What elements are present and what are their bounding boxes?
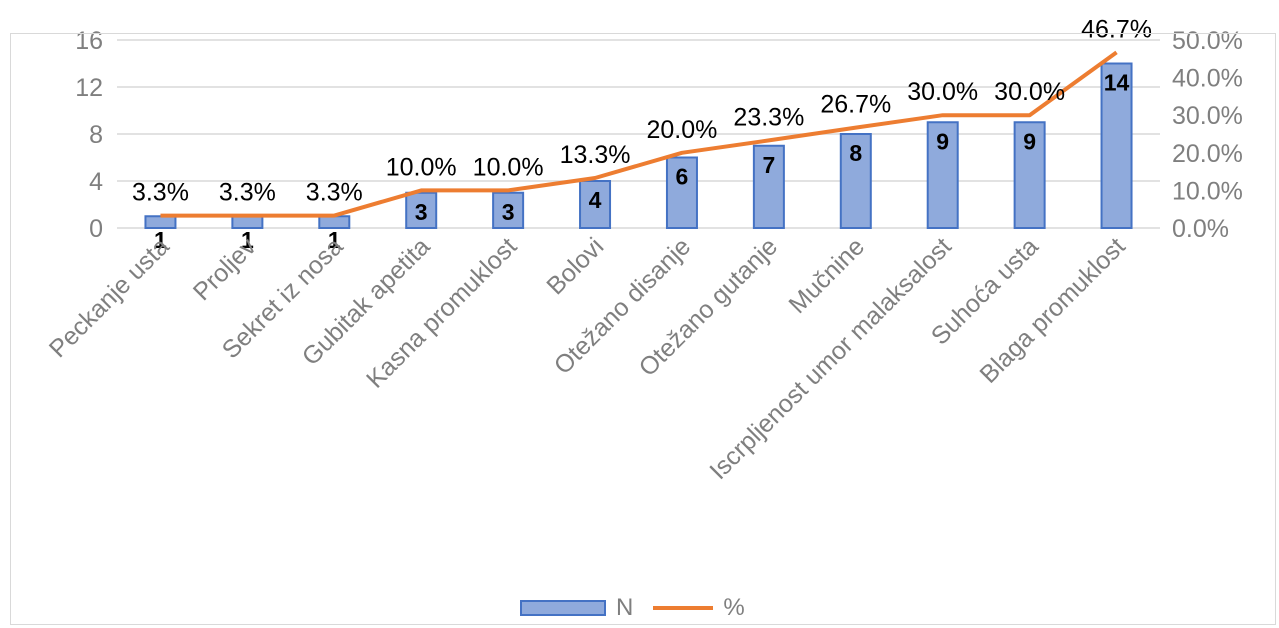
y-tick-right: 40.0% [1172,65,1243,93]
percent-label: 3.3% [132,179,189,207]
percent-label: 13.3% [560,141,631,169]
bar [926,121,959,229]
legend-label-percent: % [723,594,745,621]
bar [1013,121,1046,229]
percent-label: 3.3% [219,179,276,207]
y-tick-right: 50.0% [1172,27,1243,55]
bar [1100,62,1133,229]
percent-label: 10.0% [386,153,457,181]
percent-label: 46.7% [1081,15,1152,43]
y-tick-left: 12 [75,74,103,102]
bar [752,144,785,229]
percent-label: 30.0% [994,78,1065,106]
bar-value-label: 14 [1104,70,1130,96]
percent-label: 30.0% [907,78,978,106]
percent-label: 23.3% [733,103,804,131]
legend-label-n: N [616,594,634,621]
legend: N % [520,593,765,623]
bar [405,191,438,229]
bar [492,191,525,229]
y-tick-left: 8 [89,121,103,149]
bar [665,156,698,229]
legend-item-percent: % [653,594,745,622]
legend-swatch-bar [520,600,606,616]
bar-value-label: 9 [1023,128,1036,154]
bar-value-label: 4 [589,187,602,213]
bar [579,180,612,229]
percent-label: 3.3% [306,179,363,207]
bar [839,133,872,229]
bar-value-label: 9 [936,128,949,154]
y-tick-left: 0 [89,215,103,243]
bar-value-label: 8 [849,140,862,166]
bar-value-label: 6 [676,164,689,190]
percent-label: 10.0% [473,153,544,181]
bar-value-label: 7 [762,152,775,178]
percent-label: 20.0% [647,116,718,144]
y-tick-left: 4 [89,168,103,196]
legend-item-n: N [520,594,633,622]
y-tick-right: 30.0% [1172,102,1243,130]
bar-value-label: 3 [415,199,428,225]
bar-value-label: 1 [328,227,341,253]
legend-swatch-line [653,606,714,610]
y-tick-right: 10.0% [1172,177,1243,205]
y-tick-left: 16 [75,27,103,55]
percent-label: 26.7% [820,91,891,119]
y-tick-right: 0.0% [1172,215,1229,243]
chart-frame [10,33,1276,625]
percent-line [160,50,1118,218]
bar-value-label: 1 [241,227,254,253]
bar-value-label: 3 [502,199,515,225]
y-tick-right: 20.0% [1172,140,1243,168]
bar-value-label: 1 [154,227,167,253]
